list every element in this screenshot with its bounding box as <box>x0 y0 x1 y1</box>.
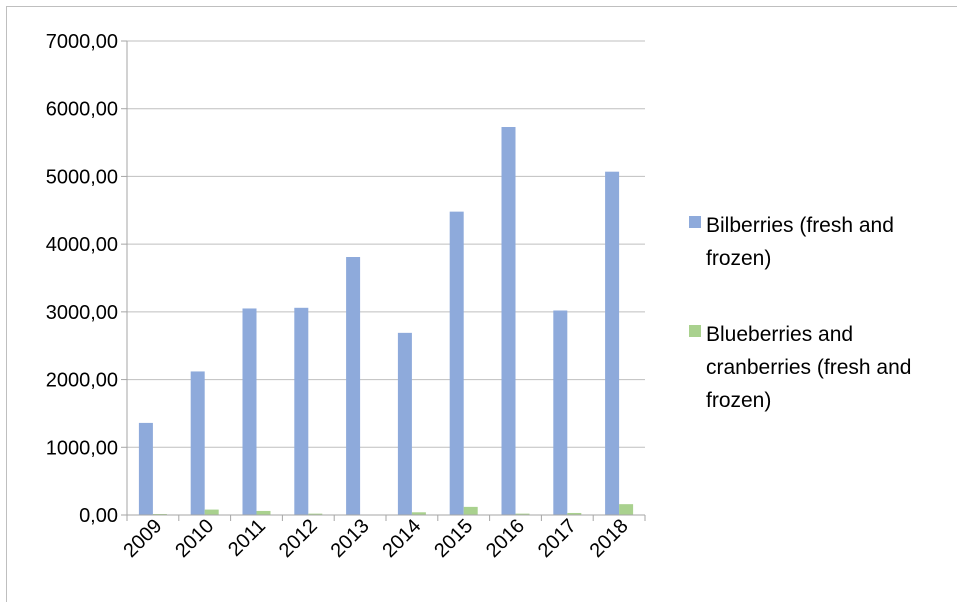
x-tick-label: 2015 <box>430 515 477 562</box>
y-tick-label: 1000,00 <box>46 437 118 459</box>
legend-swatch <box>689 325 701 337</box>
x-tick-label: 2014 <box>378 515 425 562</box>
bars <box>138 126 634 516</box>
y-tick-label: 4000,00 <box>46 234 118 256</box>
bar-bilberries-2010 <box>190 371 205 515</box>
legend-swatch <box>689 216 701 228</box>
x-tick-label: 2017 <box>534 515 581 562</box>
legend-entry: Blueberries and cranberries (fresh and fro… <box>689 323 911 412</box>
x-tick-label: 2010 <box>171 515 218 562</box>
bar-blueberries-2016 <box>515 513 530 515</box>
legend-label: Blueberries and <box>706 323 853 346</box>
legend-label: frozen) <box>706 247 771 270</box>
legend: Bilberries (fresh andfrozen)Blueberries … <box>689 214 911 412</box>
y-tick-label: 0,00 <box>79 505 118 527</box>
bar-bilberries-2017 <box>553 310 568 515</box>
bar-bilberries-2009 <box>138 422 153 515</box>
bar-bilberries-2015 <box>449 211 464 515</box>
x-axis-ticks: 2009 2010 2011 2012 2013 2014 2015 2016 2017 2018 <box>119 515 646 562</box>
x-tick-label: 2012 <box>275 515 322 562</box>
bar-bilberries-2012 <box>294 307 309 515</box>
bar-blueberries-2018 <box>619 504 634 515</box>
x-tick-label: 2013 <box>327 515 374 562</box>
bar-bilberries-2018 <box>605 171 620 515</box>
legend-label: Bilberries (fresh and <box>706 214 894 237</box>
bar-bilberries-2016 <box>501 126 516 516</box>
bar-blueberries-2012 <box>308 513 323 515</box>
y-tick-label: 2000,00 <box>46 370 118 392</box>
bar-bilberries-2014 <box>397 332 412 515</box>
legend-label: frozen) <box>706 389 771 412</box>
bar-blueberries-2011 <box>256 510 271 515</box>
bar-blueberries-2014 <box>411 512 426 515</box>
bar-blueberries-2015 <box>463 506 478 515</box>
y-axis-ticks: 0,00 1000,00 2000,00 3000,00 4000,00 5000,00 6… <box>46 31 127 527</box>
y-tick-label: 3000,00 <box>46 302 118 324</box>
x-tick-label: 2016 <box>482 515 529 562</box>
legend-label: cranberries (fresh and <box>706 356 911 379</box>
bar-bilberries-2013 <box>346 257 361 515</box>
x-tick-label: 2011 <box>224 515 270 561</box>
bar-blueberries-2010 <box>204 509 219 515</box>
y-tick-label: 5000,00 <box>46 166 118 188</box>
legend-entry: Bilberries (fresh and frozen) <box>689 214 894 270</box>
y-tick-label: 7000,00 <box>46 31 118 53</box>
x-tick-label: 2018 <box>586 515 633 562</box>
bar-blueberries-2017 <box>567 512 582 515</box>
y-tick-label: 6000,00 <box>46 99 118 121</box>
chart-frame <box>6 6 957 602</box>
bar-bilberries-2011 <box>242 308 257 515</box>
x-tick-label: 2009 <box>119 515 166 562</box>
